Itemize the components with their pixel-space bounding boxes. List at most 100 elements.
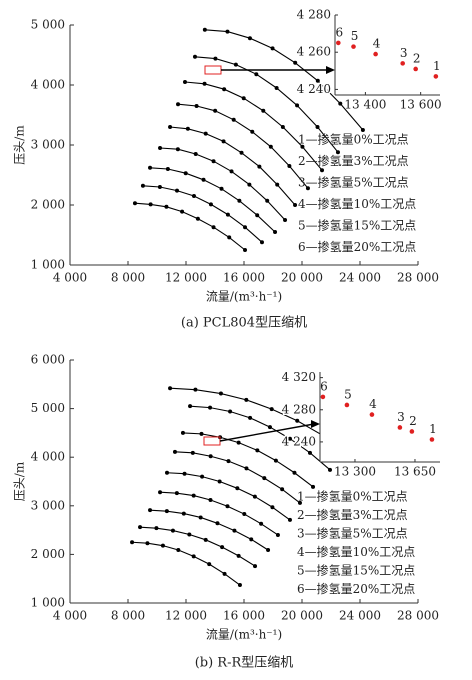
curve-point <box>188 404 193 409</box>
curve-point <box>287 164 292 168</box>
x-axis-label: 流量/(m³·h⁻¹) <box>206 628 282 642</box>
y-tick-label: 6 000 <box>31 353 65 367</box>
curve <box>160 491 279 536</box>
y-tick-label: 2 000 <box>31 547 65 561</box>
curve-point <box>283 218 288 222</box>
curve-point <box>225 504 230 509</box>
curve-point <box>267 425 272 430</box>
curve <box>182 432 314 488</box>
curve <box>174 451 301 504</box>
curve-point <box>217 479 222 484</box>
arrow-head <box>326 66 335 74</box>
curve-point <box>176 548 181 553</box>
zoom-arrow <box>219 423 315 442</box>
curve-point <box>274 86 279 90</box>
curve-point <box>252 494 257 499</box>
curve-point <box>275 182 280 187</box>
curve-point <box>182 471 187 476</box>
curve-point <box>273 458 278 463</box>
y-tick-label: 2 000 <box>31 198 65 212</box>
inset-point <box>413 66 418 72</box>
x-tick-label: 16 000 <box>223 609 265 623</box>
inset-point <box>351 44 356 49</box>
curve-point <box>208 405 213 410</box>
curve <box>150 167 276 233</box>
y-axis-label: 压头/m <box>13 125 27 165</box>
zoom-box <box>203 436 221 446</box>
curve-point <box>157 185 162 189</box>
curve-point <box>165 167 170 171</box>
curve-point <box>175 188 180 193</box>
curve-point <box>293 60 298 65</box>
inset-y-tick-label: 4 320 <box>282 370 316 384</box>
inset-point-label: 2 <box>413 51 421 65</box>
curve-point <box>320 168 325 173</box>
curve-point <box>244 466 249 471</box>
annotation: 2—掺氢量3%工况点 <box>297 507 408 522</box>
curve-point <box>305 186 310 191</box>
curve-point <box>273 230 278 234</box>
curve-point <box>231 117 236 122</box>
inset-point-label: 6 <box>320 379 328 393</box>
annotation: 3—掺氢量5%工况点 <box>298 175 409 190</box>
curve-point <box>164 509 169 514</box>
inset-x-tick-label: 13 600 <box>400 98 442 112</box>
annotation: 6—掺氢量20%工况点 <box>298 239 416 254</box>
curve-point <box>259 521 264 526</box>
inset-point-label: 6 <box>335 25 343 39</box>
curve-point <box>181 511 186 516</box>
curve-point <box>295 418 300 423</box>
curve <box>134 202 246 251</box>
caption: (a) PCL804型压缩机 <box>181 315 307 331</box>
curve-point <box>191 554 196 559</box>
curve-point <box>180 209 185 214</box>
inset-bg <box>320 372 440 462</box>
annotation: 4—掺氢量10%工况点 <box>298 196 416 211</box>
curve-point <box>193 152 198 156</box>
curve-point <box>268 144 273 149</box>
curve <box>177 103 309 189</box>
curve-point <box>195 216 200 221</box>
inset-point-label: 5 <box>351 29 359 43</box>
inset-point <box>433 74 439 79</box>
curve-point <box>236 440 241 445</box>
inset-point <box>409 429 415 434</box>
x-tick-label: 12 000 <box>165 609 207 623</box>
curve-point <box>168 125 173 129</box>
curve-point <box>164 204 169 209</box>
curve-point <box>315 125 320 129</box>
curve-point <box>235 486 240 491</box>
curve-point <box>255 213 260 218</box>
curve-point <box>232 528 237 533</box>
inset-point <box>320 394 326 400</box>
curve <box>132 541 241 586</box>
curve-point <box>207 562 212 567</box>
curve-point <box>160 543 165 548</box>
curve-point <box>170 528 175 533</box>
x-tick-label: 20 000 <box>281 609 323 623</box>
curve-point <box>203 537 208 542</box>
curve-point <box>203 131 208 136</box>
curve-point <box>218 391 223 396</box>
curve-point <box>265 198 270 203</box>
curve-point <box>190 450 195 455</box>
annotation: 3—掺氢量5%工况点 <box>297 526 408 541</box>
inset-point <box>397 425 403 430</box>
curve-point <box>360 128 365 132</box>
curve-point <box>237 198 242 203</box>
curve-point <box>228 409 233 414</box>
inset-point <box>336 40 341 46</box>
inset-point-label: 4 <box>369 397 377 411</box>
curve-point <box>199 431 204 436</box>
curve <box>170 387 349 453</box>
inset-x-tick-label: 13 650 <box>394 465 436 479</box>
curve-point <box>236 553 241 558</box>
curve-point <box>270 505 275 510</box>
curve-point <box>132 201 137 206</box>
curve-point <box>239 150 244 155</box>
curve-point <box>194 104 199 108</box>
inset-x-tick-label: 13 400 <box>344 98 386 112</box>
curve-point <box>222 571 227 576</box>
curve-point <box>244 397 249 402</box>
